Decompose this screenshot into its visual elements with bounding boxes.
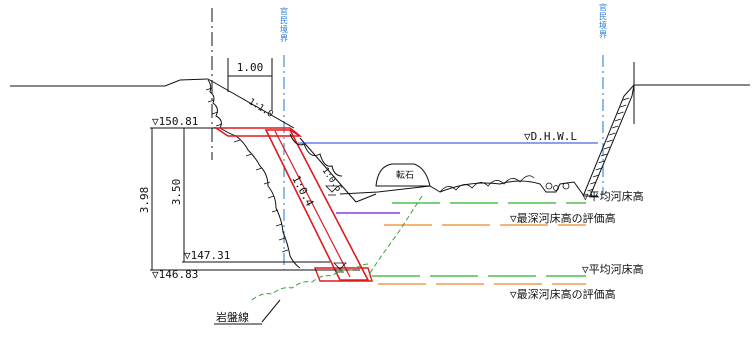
- right-bank-slope: [583, 84, 635, 195]
- elev-mid-label: ▽147.31: [184, 249, 230, 262]
- elev-top-label: ▽150.81: [152, 115, 198, 128]
- right-bank-hatch: [587, 97, 630, 192]
- svg-text:官民境界: 官民境界: [599, 2, 607, 39]
- boundary-label-left: 官民境界: [280, 6, 288, 43]
- bedrock-label: 岩盤線: [216, 310, 249, 324]
- riverbed-stones: [545, 182, 570, 191]
- slope-label-wall: 1:0.4: [289, 173, 316, 209]
- lower-bank-line: [355, 193, 377, 203]
- excavation-hatch: [205, 87, 289, 253]
- ground-line-left: [10, 78, 209, 87]
- retaining-wall-inner: [274, 130, 351, 278]
- riverbed-scallops: [439, 175, 535, 193]
- riverbed-line: [339, 180, 598, 197]
- excavation-slope-left: [207, 79, 301, 269]
- lower-slope-line: [299, 137, 357, 203]
- avg-bed-label-1: ▽平均河床高: [582, 189, 644, 203]
- retaining-wall-body: [264, 129, 370, 281]
- elev-bot-label: ▽146.83: [152, 268, 198, 281]
- height-wall-label: 3.50: [170, 179, 183, 206]
- right-bank-wall: [589, 84, 635, 197]
- upper-slope-line: [207, 78, 295, 129]
- avg-bed-label-2: ▽平均河床高: [582, 262, 644, 276]
- block-scallops: [289, 133, 343, 177]
- boulder-label: 転石: [396, 170, 414, 181]
- bedrock-line-upper: [367, 195, 423, 277]
- dhwl-label: ▽D.H.W.L: [524, 130, 577, 143]
- wall-footing-link: [289, 129, 301, 137]
- bedrock-line-lower: [251, 263, 369, 301]
- slope-label-lower: 1:0.5: [320, 166, 344, 194]
- height-total-label: 3.98: [138, 187, 151, 214]
- boulder-shape: [375, 163, 431, 187]
- water-mark-1: [325, 185, 339, 196]
- svg-text:官民境界: 官民境界: [280, 6, 288, 43]
- deep-bed-label-2: ▽最深河床高の評価高: [510, 287, 616, 301]
- deep-bed-label-1: ▽最深河床高の評価高: [510, 211, 616, 225]
- retaining-wall-base: [313, 267, 373, 282]
- bedrock-pointer: [261, 299, 281, 323]
- width-dim-label: 1.00: [237, 61, 264, 74]
- slope-label-upper: 1:1.0: [246, 97, 274, 120]
- boundary-label-right: 官民境界: [599, 2, 607, 39]
